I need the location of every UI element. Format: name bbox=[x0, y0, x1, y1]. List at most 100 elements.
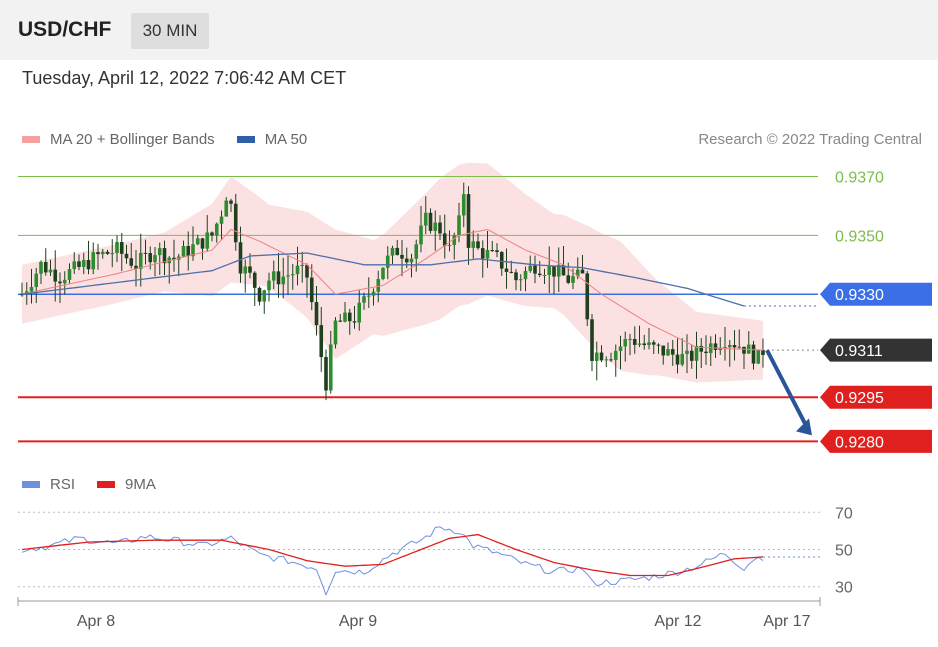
candle bbox=[442, 214, 447, 259]
candle bbox=[319, 306, 324, 372]
candle bbox=[34, 267, 39, 304]
candle-body bbox=[756, 350, 761, 364]
candle bbox=[362, 292, 366, 310]
price-badge-layer: 0.9370 0.9350 0.9330 0.9311 0.9295 0.9280 bbox=[820, 169, 932, 453]
candle bbox=[623, 331, 628, 362]
candle bbox=[628, 333, 632, 356]
rsi-tick-label: 70 bbox=[835, 505, 853, 522]
candle bbox=[585, 270, 590, 327]
candle-body bbox=[62, 279, 67, 284]
candle-body bbox=[86, 259, 91, 270]
time-axis: Apr 8 Apr 9 Apr 12 Apr 17 bbox=[17, 597, 821, 630]
resistance-label: 0.9370 bbox=[835, 169, 884, 186]
candle-body bbox=[328, 344, 333, 391]
candle-body bbox=[599, 352, 604, 361]
candle-body bbox=[575, 269, 580, 277]
candle bbox=[219, 210, 224, 241]
candle bbox=[81, 252, 86, 275]
candle bbox=[290, 263, 295, 290]
candle-body bbox=[751, 344, 756, 364]
candle-body bbox=[233, 203, 238, 243]
candle-body bbox=[281, 276, 286, 285]
candle bbox=[129, 242, 134, 269]
candle-body bbox=[542, 275, 547, 277]
candle bbox=[495, 243, 499, 258]
price-legend: MA 20 + Bollinger Bands MA 50 bbox=[22, 131, 307, 148]
rsi-tick-label: 50 bbox=[835, 543, 853, 560]
candle-body bbox=[761, 350, 765, 355]
candle-body bbox=[466, 194, 471, 248]
candle bbox=[718, 337, 723, 355]
candle-body bbox=[594, 352, 599, 361]
candle bbox=[723, 326, 727, 361]
candle bbox=[485, 230, 490, 268]
candle bbox=[271, 260, 276, 290]
candle bbox=[666, 342, 670, 357]
candle bbox=[647, 327, 651, 350]
candle-body bbox=[514, 272, 518, 281]
candle bbox=[371, 288, 376, 306]
candle bbox=[257, 286, 262, 306]
candle bbox=[352, 305, 357, 329]
candle-body bbox=[324, 357, 328, 391]
candle bbox=[309, 264, 314, 311]
candle bbox=[685, 334, 689, 374]
timeframe-button[interactable]: 30 MIN bbox=[131, 13, 209, 49]
bollinger-band-layer bbox=[22, 162, 763, 383]
candle-body bbox=[423, 212, 428, 226]
candle-body bbox=[148, 253, 153, 263]
candle bbox=[267, 272, 271, 302]
pivot-badge bbox=[820, 282, 932, 306]
candle bbox=[414, 239, 419, 272]
candle bbox=[742, 346, 746, 370]
candle-body bbox=[20, 294, 24, 296]
candle bbox=[438, 215, 442, 241]
candle-body bbox=[571, 276, 575, 283]
candle-body bbox=[623, 339, 628, 347]
candle-body bbox=[333, 320, 338, 345]
candle bbox=[670, 339, 675, 366]
candle bbox=[518, 274, 523, 291]
candle bbox=[471, 230, 476, 259]
candle bbox=[651, 340, 656, 354]
candle-body bbox=[205, 232, 210, 249]
rsi-panel: 70 50 30 bbox=[18, 505, 853, 597]
candle-body bbox=[43, 262, 48, 273]
candle bbox=[286, 255, 290, 295]
candle bbox=[395, 239, 400, 256]
candle-body bbox=[651, 342, 656, 345]
candle-body bbox=[371, 291, 376, 296]
ma20-legend-label: MA 20 + Bollinger Bands bbox=[50, 131, 215, 148]
candle-body bbox=[561, 264, 566, 276]
candle-body bbox=[419, 225, 423, 245]
candle-body bbox=[447, 244, 452, 246]
candle-body bbox=[286, 275, 290, 277]
candle bbox=[243, 259, 248, 293]
candle bbox=[347, 308, 352, 335]
candle-body bbox=[670, 349, 675, 355]
candle-body bbox=[742, 346, 746, 354]
candle-body bbox=[566, 275, 571, 283]
candle bbox=[400, 239, 404, 277]
candle-body bbox=[347, 312, 352, 322]
ma20-legend-swatch bbox=[22, 136, 40, 143]
support-badge bbox=[820, 429, 932, 453]
candle-body bbox=[556, 264, 561, 277]
candle bbox=[756, 349, 761, 365]
candle-body bbox=[518, 279, 523, 281]
candle-body bbox=[737, 346, 742, 348]
candle bbox=[100, 248, 105, 259]
time-tick-label: Apr 8 bbox=[77, 613, 115, 630]
candle-body bbox=[689, 350, 694, 361]
candle-body bbox=[533, 265, 537, 274]
candle-body bbox=[680, 353, 685, 365]
candle-body bbox=[471, 241, 476, 248]
rsi-legend-label: RSI bbox=[50, 476, 76, 493]
ma50-legend-swatch bbox=[236, 136, 255, 143]
rsi-ma-legend-label: 9MA bbox=[125, 476, 156, 493]
candle-body bbox=[433, 222, 438, 231]
candle-body bbox=[609, 359, 613, 361]
last-price-label: 0.9311 bbox=[835, 343, 883, 360]
candle-body bbox=[309, 277, 314, 303]
